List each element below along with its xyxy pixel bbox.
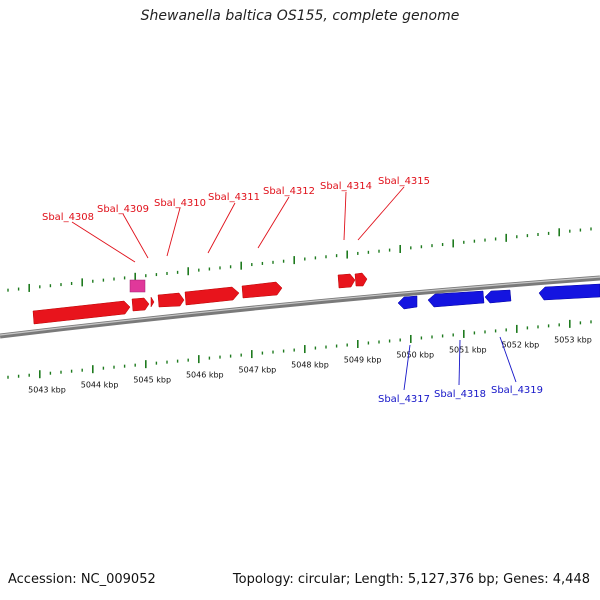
- gene-sbal-4320[interactable]: [538, 283, 600, 301]
- scale-tick-label: 5052 kbp: [502, 341, 540, 350]
- gene-sbal-4315[interactable]: [354, 272, 368, 287]
- reverse-label-group: Sbal_4317 Sbal_4318 Sbal_4319: [378, 336, 543, 405]
- gene-sbal-4311[interactable]: [157, 292, 185, 308]
- label-sbal-4317[interactable]: Sbal_4317: [378, 394, 430, 405]
- label-sbal-4312[interactable]: Sbal_4312: [263, 186, 315, 197]
- gene-sbal-4309[interactable]: [131, 297, 150, 312]
- label-sbal-4318[interactable]: Sbal_4318: [434, 389, 486, 400]
- scale-tick-label: 5043 kbp: [28, 386, 66, 395]
- tick-label-group: 5043 kbp 5044 kbp 5045 kbp 5046 kbp 5047 kbp…: [28, 336, 592, 395]
- label-sbal-4310[interactable]: Sbal_4310: [154, 198, 206, 209]
- gene-sbal-4309-rna[interactable]: [129, 279, 146, 293]
- label-sbal-4311[interactable]: Sbal_4311: [208, 192, 260, 203]
- upper-tick-track: [7, 227, 592, 292]
- gene-sbal-4312[interactable]: [184, 286, 240, 306]
- scale-tick-label: 5047 kbp: [239, 366, 277, 375]
- genome-summary-text: Topology: circular; Length: 5,127,376 bp…: [232, 572, 590, 587]
- genome-backbone-highlight: [0, 276, 600, 336]
- label-sbal-4319[interactable]: Sbal_4319: [491, 385, 543, 396]
- gene-sbal-4313[interactable]: [241, 281, 283, 299]
- reverse-gene-track: [397, 283, 600, 310]
- scale-tick-label: 5045 kbp: [133, 376, 171, 385]
- scale-tick-label: 5051 kbp: [449, 346, 487, 355]
- map-title: Shewanella baltica OS155, complete genom…: [140, 8, 460, 24]
- gene-sbal-4317[interactable]: [397, 295, 418, 310]
- gene-sbal-4314[interactable]: [337, 273, 356, 289]
- scale-tick-label: 5046 kbp: [186, 371, 224, 380]
- accession-text: Accession: NC_009052: [8, 572, 156, 587]
- lower-tick-track: [7, 319, 592, 379]
- gene-sbal-4319[interactable]: [484, 289, 512, 304]
- scale-tick-label: 5050 kbp: [396, 351, 434, 360]
- scale-tick-label: 5044 kbp: [81, 381, 119, 390]
- gene-sbal-4310[interactable]: [150, 296, 155, 308]
- gene-sbal-4308[interactable]: [32, 300, 131, 325]
- label-sbal-4308[interactable]: Sbal_4308: [42, 212, 94, 223]
- label-sbal-4309[interactable]: Sbal_4309: [97, 204, 149, 215]
- genome-backbone: [0, 275, 600, 339]
- forward-gene-track: [32, 272, 368, 325]
- forward-label-group: Sbal_4308 Sbal_4309 Sbal_4310 Sbal_4311 …: [42, 176, 430, 263]
- scale-tick-label: 5049 kbp: [344, 356, 382, 365]
- gene-sbal-4318[interactable]: [427, 290, 485, 308]
- label-sbal-4315[interactable]: Sbal_4315: [378, 176, 430, 187]
- scale-tick-label: 5053 kbp: [554, 336, 592, 345]
- scale-tick-label: 5048 kbp: [291, 361, 329, 370]
- label-sbal-4314[interactable]: Sbal_4314: [320, 181, 372, 192]
